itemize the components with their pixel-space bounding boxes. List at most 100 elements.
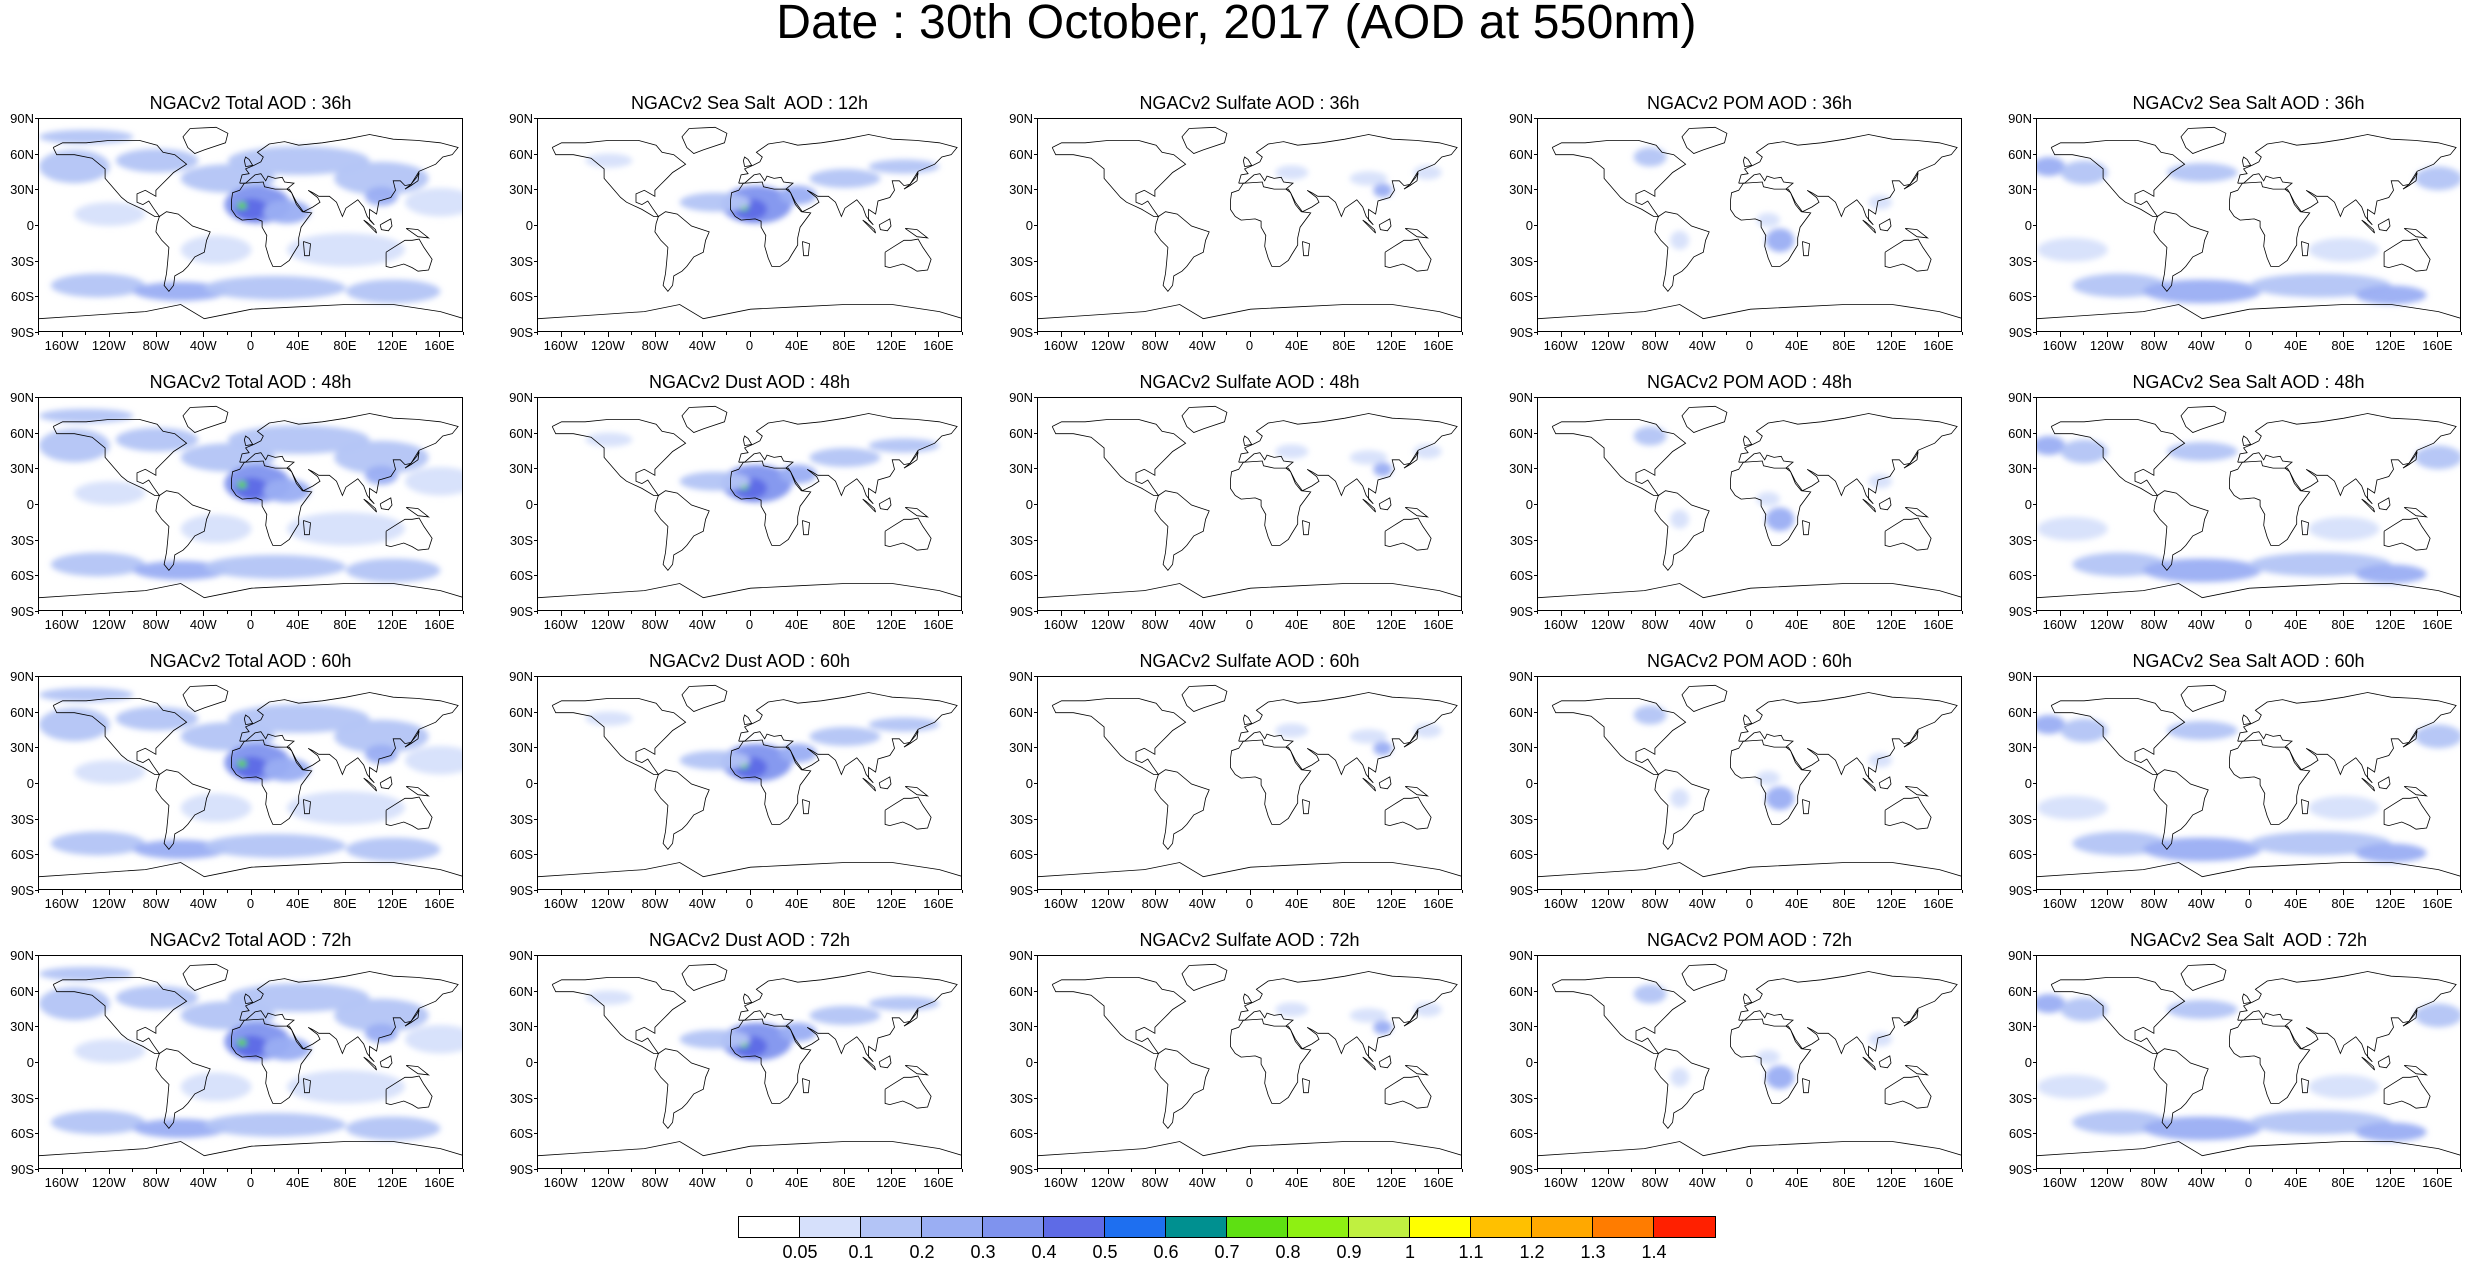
lat-tick-mark: [534, 504, 537, 505]
aod-plume: [345, 837, 441, 862]
colorbar-label: 0.05: [782, 1242, 818, 1262]
coastline: [1862, 219, 1876, 234]
coastline: [1051, 976, 1187, 1054]
lat-tick-mark: [35, 676, 38, 677]
lon-tick-mark: [368, 332, 370, 335]
coastline: [2403, 507, 2428, 518]
lon-tick-mark: [463, 890, 464, 893]
lon-tick-mark: [38, 890, 39, 893]
lon-tick-label: 120E: [1875, 338, 1907, 353]
lon-tick-mark: [1320, 611, 1322, 614]
lon-tick-mark: [607, 1169, 609, 1174]
lat-tick-label: 30S: [10, 811, 34, 827]
coastline: [2153, 490, 2209, 572]
lat-tick-label: 90S: [1509, 604, 1533, 619]
lon-tick-mark: [749, 332, 751, 337]
lat-tick-label: 60N: [2008, 425, 2032, 441]
coastline: [538, 304, 961, 320]
lon-tick-label: 80W: [2140, 1175, 2168, 1190]
aod-plume: [234, 756, 269, 779]
lon-tick-label: 40E: [286, 896, 310, 911]
aod-plume: [180, 1072, 252, 1102]
lat-tick-mark: [534, 990, 537, 992]
lon-tick-label: 40W: [1688, 617, 1716, 632]
lon-tick-mark: [203, 890, 205, 895]
lon-tick-mark: [1914, 611, 1916, 614]
lon-tick-mark: [2130, 611, 2132, 614]
lat-tick-mark: [2033, 676, 2036, 677]
lat-tick-mark: [35, 1169, 38, 1170]
lat-tick-mark: [35, 854, 38, 856]
aod-plume: [234, 477, 269, 500]
lon-tick-mark: [1914, 890, 1916, 893]
lon-tick-label: 40E: [1285, 896, 1309, 911]
coastline: [2037, 862, 2460, 878]
lon-tick-label: 80E: [1832, 1175, 1856, 1190]
aod-plume: [2143, 279, 2262, 304]
lon-tick-mark: [2413, 1169, 2415, 1172]
lon-tick-label: 120W: [1090, 338, 1125, 353]
lon-tick-label: 120W: [1590, 1175, 1625, 1190]
coastline: [155, 490, 211, 572]
lat-tick-mark: [35, 153, 38, 155]
lon-tick-mark: [1107, 890, 1109, 895]
lon-tick-mark: [1560, 890, 1562, 895]
coastline: [2153, 211, 2209, 293]
coastline: [1654, 211, 1710, 293]
aod-plume: [1765, 786, 1795, 811]
lon-tick-mark: [415, 1169, 417, 1172]
lat-tick-label: 60N: [2008, 983, 2032, 999]
lon-tick-label: 0: [745, 338, 754, 353]
coastline: [1302, 1078, 1310, 1094]
colorbar-label: 0.6: [1153, 1242, 1179, 1262]
lon-tick-mark: [463, 611, 464, 614]
coastline: [39, 862, 462, 878]
lat-tick-label: 90S: [2008, 325, 2032, 340]
lon-tick-mark: [392, 890, 394, 895]
lat-tick-mark: [1034, 468, 1037, 470]
aod-plume: [585, 153, 633, 168]
aod-plume: [2355, 843, 2427, 863]
lon-tick-mark: [655, 890, 657, 895]
coastline: [802, 799, 810, 815]
coastline: [2180, 684, 2227, 712]
lat-tick-label: 30N: [10, 182, 34, 198]
aod-plume: [2308, 237, 2380, 262]
lon-tick-mark: [439, 890, 441, 895]
lat-tick-label: 0: [525, 1055, 533, 1070]
lon-tick-label: 160W: [1043, 1175, 1078, 1190]
coastline: [2361, 498, 2375, 513]
coastline: [1384, 238, 1432, 272]
coastline: [903, 1009, 919, 1027]
lon-tick-label: 80W: [1141, 338, 1169, 353]
lat-tick-label: 90N: [509, 669, 533, 684]
coastline: [2228, 1018, 2311, 1104]
lon-tick-mark: [1655, 1169, 1657, 1174]
lat-tick-mark: [1534, 575, 1537, 577]
lon-tick-mark: [1891, 1169, 1893, 1174]
coastline: [1051, 418, 1187, 496]
coastline: [2402, 730, 2418, 748]
aod-plume: [1275, 723, 1309, 738]
coastline: [404, 730, 420, 748]
coastline: [182, 963, 229, 991]
coastline: [738, 134, 958, 226]
aod-plume: [1756, 1049, 1781, 1065]
coastline: [379, 218, 393, 232]
lon-tick-mark: [1249, 611, 1251, 616]
aod-plume: [1349, 450, 1388, 465]
lon-tick-mark: [85, 890, 87, 893]
aod-map-total-36h: [38, 118, 463, 332]
aod-plume: [2355, 285, 2427, 305]
lat-tick-label: 60S: [1509, 847, 1533, 863]
lon-tick-label: 40E: [286, 1175, 310, 1190]
lon-tick-label: 0: [1245, 1175, 1254, 1190]
lat-tick-label: 60N: [2008, 704, 2032, 720]
coastline: [1242, 714, 1253, 725]
aod-plume: [2308, 1074, 2380, 1099]
lon-tick-mark: [156, 890, 158, 895]
lon-tick-mark: [1320, 890, 1322, 893]
lat-tick-label: 30N: [10, 740, 34, 756]
lon-tick-mark: [2201, 611, 2203, 616]
colorbar-label: 0.9: [1336, 1242, 1362, 1262]
